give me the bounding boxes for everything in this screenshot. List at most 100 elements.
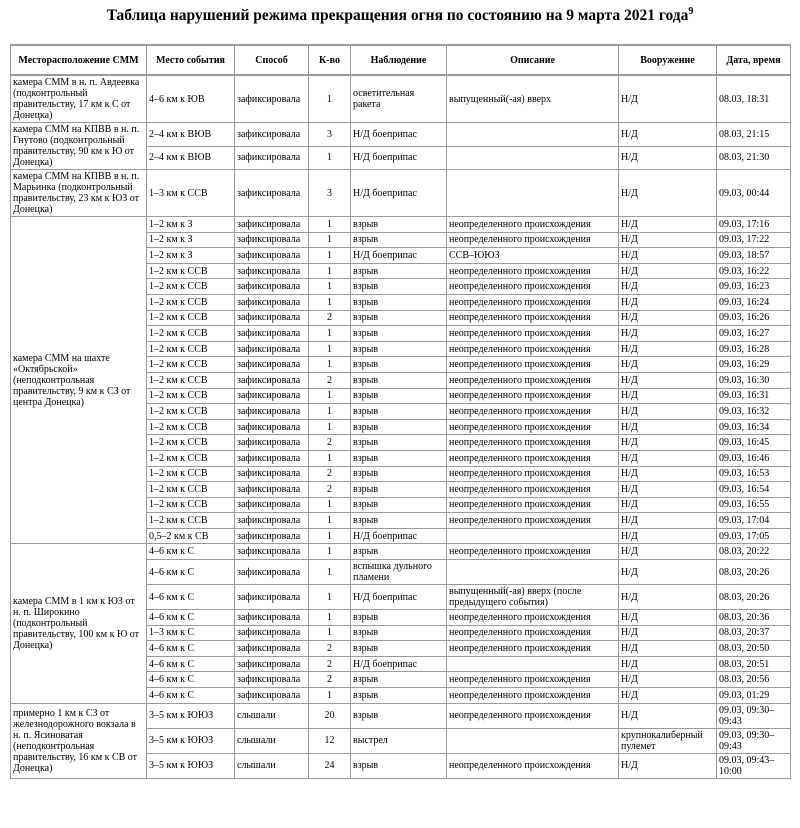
event-place: 1–2 км к ССВ <box>146 278 235 295</box>
description: неопределенного происхождения <box>446 496 619 514</box>
table-head: Месторасположение СММ Место события Способ… <box>10 44 791 76</box>
method: зафиксировала <box>234 418 309 436</box>
weapon: Н/Д <box>618 371 717 389</box>
weapon: Н/Д <box>618 231 717 249</box>
weapon: Н/Д <box>618 387 717 405</box>
count: 1 <box>308 624 351 642</box>
date-time: 09.03, 16:27 <box>716 325 791 342</box>
column-header: Вооружение <box>618 44 717 76</box>
date-time: 09.03, 16:29 <box>716 356 791 373</box>
description: неопределенного происхождения <box>446 278 619 295</box>
event-place: 1–2 км к ССВ <box>146 434 235 451</box>
description <box>446 559 619 586</box>
date-time: 09.03, 16:34 <box>716 418 791 436</box>
observation: Н/Д боеприпас <box>350 247 447 264</box>
description: неопределенного происхождения <box>446 231 619 249</box>
description: неопределенного происхождения <box>446 325 619 342</box>
description: неопределенного происхождения <box>446 293 619 311</box>
count: 1 <box>308 687 351 704</box>
observation: взрыв <box>350 640 447 657</box>
event-place: 2–4 км к ВЮВ <box>146 145 235 170</box>
column-header: Способ <box>234 44 309 76</box>
observation: Н/Д боеприпас <box>350 584 447 611</box>
table-row: 3–5 км к ЮЮЗ слышали 12 выстрел крупнокалибе… <box>11 727 791 754</box>
table-row: камера СММ в 1 км к ЮЗ от н. п. Широкино… <box>10 543 791 704</box>
count: 2 <box>308 671 351 689</box>
description: неопределенного происхождения <box>446 512 619 529</box>
weapon: Н/Д <box>618 465 717 483</box>
method: зафиксировала <box>234 527 309 545</box>
observation: взрыв <box>350 418 447 436</box>
date-time: 09.03, 16:30 <box>716 371 791 389</box>
weapon: Н/Д <box>618 687 717 704</box>
weapon: Н/Д <box>618 584 717 611</box>
table-row: 1–2 км к ССВ зафиксировала 1 взрыв неопредел… <box>11 356 791 373</box>
observation: взрыв <box>350 278 447 295</box>
count: 12 <box>308 727 351 754</box>
observation: взрыв <box>350 216 447 233</box>
observation: взрыв <box>350 512 447 529</box>
weapon: Н/Д <box>618 527 717 545</box>
method: зафиксировала <box>234 278 309 295</box>
count: 1 <box>308 449 351 467</box>
observation: взрыв <box>350 543 447 561</box>
count: 2 <box>308 481 351 498</box>
event-place: 0,5–2 км к СВ <box>146 527 235 545</box>
observation: взрыв <box>350 465 447 483</box>
event-place: 4–6 км к С <box>146 640 235 657</box>
observation: взрыв <box>350 687 447 704</box>
method: зафиксировала <box>234 481 309 498</box>
description: неопределенного происхождения <box>446 752 619 779</box>
event-place: 1–2 км к ССВ <box>146 325 235 342</box>
table-row: 1–2 км к ССВ зафиксировала 1 взрыв неопредел… <box>11 262 791 280</box>
description: выпущенный(-ая) вверх (после предыдущего… <box>446 584 619 611</box>
date-time: 09.03, 16:31 <box>716 387 791 405</box>
title-text: Таблица нарушений режима прекращения огн… <box>106 7 689 25</box>
observation: Н/Д боеприпас <box>350 145 447 170</box>
event-place: 4–6 км к С <box>146 671 235 689</box>
event-place: 1–2 км к ССВ <box>146 496 235 514</box>
method: зафиксировала <box>234 122 309 147</box>
table-row: 3–5 км к ЮЮЗ слышали 24 взрыв неопределенног… <box>11 752 791 779</box>
table-row: 1–2 км к ССВ зафиксировала 1 взрыв неопредел… <box>11 293 791 311</box>
event-place: 1–2 км к З <box>146 231 235 249</box>
title: Таблица нарушений режима прекращения огн… <box>0 0 800 40</box>
weapon: Н/Д <box>618 434 717 451</box>
description: неопределенного происхождения <box>446 687 619 704</box>
weapon: Н/Д <box>618 418 717 436</box>
description: неопределенного происхождения <box>446 403 619 420</box>
method: зафиксировала <box>234 371 309 389</box>
table-row: камера СММ на шахте «Октябрьской» (непод… <box>10 215 791 545</box>
date-time: 09.03, 16:45 <box>716 434 791 451</box>
table-row: примерно 1 км к СЗ от железнодорожного в… <box>10 702 791 779</box>
observation: взрыв <box>350 496 447 514</box>
date-time: 08.03, 20:26 <box>716 584 791 611</box>
observation: взрыв <box>350 356 447 373</box>
date-time: 09.03, 18:57 <box>716 247 791 264</box>
date-time: 09.03, 17:05 <box>716 527 791 545</box>
weapon: Н/Д <box>618 655 717 673</box>
column-header: Место события <box>146 44 235 76</box>
description: неопределенного происхождения <box>446 543 619 561</box>
date-time: 08.03, 20:51 <box>716 655 791 673</box>
table-row: 2–4 км к ВЮВ зафиксировала 1 Н/Д боеприпас Н… <box>11 145 791 170</box>
method: зафиксировала <box>234 609 309 626</box>
description: неопределенного происхождения <box>446 340 619 358</box>
date-time: 09.03, 17:22 <box>716 231 791 249</box>
event-place: 1–2 км к ССВ <box>146 262 235 280</box>
column-header: К-во <box>308 44 351 76</box>
method: зафиксировала <box>234 584 309 611</box>
method: зафиксировала <box>234 231 309 249</box>
date-time: 09.03, 16:32 <box>716 403 791 420</box>
method: зафиксировала <box>234 543 309 561</box>
observation: Н/Д боеприпас <box>350 169 447 217</box>
method: зафиксировала <box>234 340 309 358</box>
observation: взрыв <box>350 231 447 249</box>
description: неопределенного происхождения <box>446 216 619 233</box>
column-header: Месторасположение СММ <box>10 44 147 76</box>
header-row: Месторасположение СММ Место события Способ… <box>10 44 791 76</box>
count: 1 <box>308 325 351 342</box>
event-place: 1–2 км к ССВ <box>146 371 235 389</box>
